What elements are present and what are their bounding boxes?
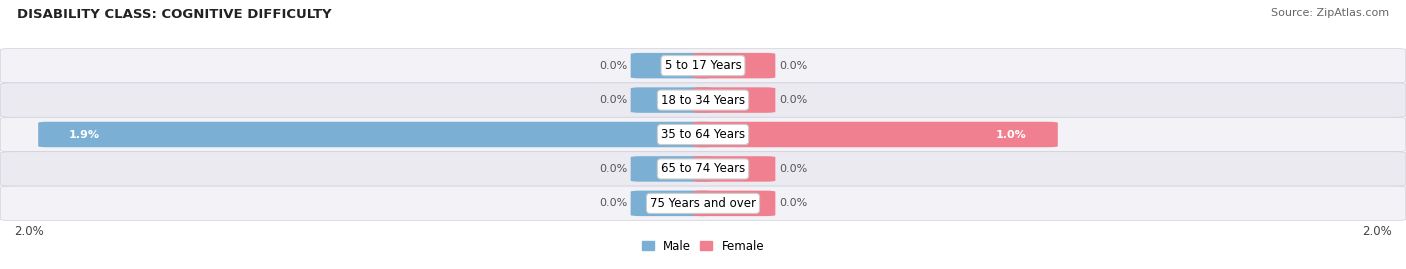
Text: DISABILITY CLASS: COGNITIVE DIFFICULTY: DISABILITY CLASS: COGNITIVE DIFFICULTY <box>17 8 332 21</box>
Text: 0.0%: 0.0% <box>599 198 627 208</box>
Text: 75 Years and over: 75 Years and over <box>650 197 756 210</box>
FancyBboxPatch shape <box>0 48 1406 83</box>
FancyBboxPatch shape <box>0 117 1406 152</box>
Text: 0.0%: 0.0% <box>779 61 807 71</box>
FancyBboxPatch shape <box>0 186 1406 221</box>
Text: 18 to 34 Years: 18 to 34 Years <box>661 94 745 107</box>
Text: 2.0%: 2.0% <box>1362 225 1392 238</box>
Text: 0.0%: 0.0% <box>599 95 627 105</box>
FancyBboxPatch shape <box>631 87 713 113</box>
Text: 5 to 17 Years: 5 to 17 Years <box>665 59 741 72</box>
FancyBboxPatch shape <box>631 191 713 216</box>
Text: 0.0%: 0.0% <box>599 164 627 174</box>
FancyBboxPatch shape <box>693 122 1057 147</box>
Text: 0.0%: 0.0% <box>599 61 627 71</box>
FancyBboxPatch shape <box>631 53 713 78</box>
Text: 1.9%: 1.9% <box>69 129 100 140</box>
FancyBboxPatch shape <box>38 122 713 147</box>
Text: 0.0%: 0.0% <box>779 198 807 208</box>
FancyBboxPatch shape <box>0 83 1406 117</box>
FancyBboxPatch shape <box>693 53 775 78</box>
Text: 1.0%: 1.0% <box>995 129 1026 140</box>
FancyBboxPatch shape <box>693 191 775 216</box>
Legend: Male, Female: Male, Female <box>641 240 765 253</box>
Text: 2.0%: 2.0% <box>14 225 44 238</box>
Text: 65 to 74 Years: 65 to 74 Years <box>661 162 745 175</box>
FancyBboxPatch shape <box>693 156 775 182</box>
FancyBboxPatch shape <box>631 156 713 182</box>
Text: 0.0%: 0.0% <box>779 95 807 105</box>
FancyBboxPatch shape <box>693 87 775 113</box>
FancyBboxPatch shape <box>0 152 1406 186</box>
Text: Source: ZipAtlas.com: Source: ZipAtlas.com <box>1271 8 1389 18</box>
Text: 35 to 64 Years: 35 to 64 Years <box>661 128 745 141</box>
Text: 0.0%: 0.0% <box>779 164 807 174</box>
